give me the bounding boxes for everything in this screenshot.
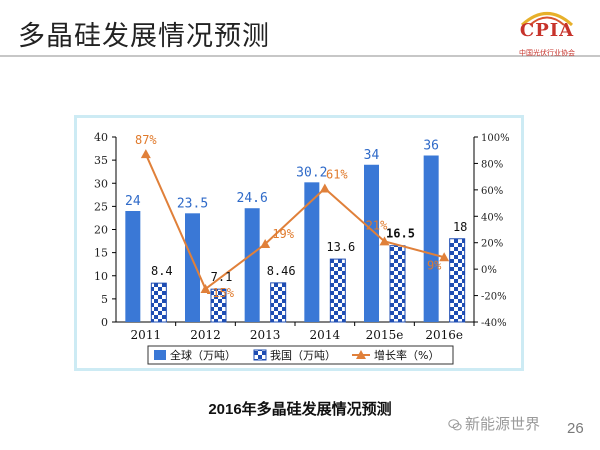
right-tick-label: 60%	[481, 186, 503, 197]
bar-china-label: 16.5	[386, 227, 415, 241]
bar-china-label: 8.46	[267, 264, 296, 278]
right-tick-label: -40%	[481, 318, 507, 329]
bar-global-label: 24	[125, 194, 141, 209]
left-tick-label: 40	[94, 131, 108, 144]
left-tick-label: 30	[94, 177, 108, 190]
right-tick-label: 0%	[481, 265, 497, 276]
bar-china	[449, 238, 466, 323]
bar-china-label: 8.4	[151, 264, 173, 278]
logo-subtitle: 中国光伏行业协会	[519, 50, 575, 57]
bar-china	[389, 245, 406, 323]
growth-rate-point	[379, 236, 390, 246]
growth-rate-label: -15%	[205, 286, 235, 300]
wechat-icon	[448, 419, 462, 431]
bar-china	[329, 258, 346, 323]
growth-rate-label: 9%	[427, 258, 442, 272]
left-tick-label: 25	[94, 200, 108, 213]
left-tick-label: 20	[94, 224, 108, 237]
growth-rate-label: 19%	[272, 227, 294, 241]
left-tick-label: 35	[94, 154, 108, 167]
growth-rate-point	[439, 252, 450, 262]
right-tick-label: 100%	[481, 133, 510, 144]
legend-swatch-global	[154, 350, 166, 360]
bar-global	[185, 213, 200, 322]
growth-rate-label: 21%	[366, 218, 388, 232]
sun-arc-icon	[520, 12, 574, 26]
growth-rate-line	[144, 153, 445, 291]
cpia-logo: CPIA 中国光伏行业协会	[500, 6, 594, 62]
left-tick-label: 0	[101, 316, 108, 329]
bar-global	[244, 208, 260, 322]
bar-global-label: 30.2	[296, 165, 327, 180]
slide-title: 多晶硅发展情况预测	[18, 21, 270, 51]
bar-global	[423, 155, 439, 322]
right-tick-label: 40%	[481, 212, 503, 223]
bar-global	[364, 164, 379, 322]
title-divider	[0, 55, 600, 57]
chart-caption: 2016年多晶硅发展情况预测	[208, 401, 392, 418]
bar-china-label: 18	[453, 220, 467, 234]
bar-china	[210, 288, 227, 323]
bar-china	[150, 282, 167, 323]
growth-rate-point	[319, 183, 330, 193]
x-tick-label: 2016e	[425, 328, 463, 342]
bar-global	[304, 182, 320, 322]
legend-swatch-china	[253, 349, 267, 361]
x-tick-label: 2013	[250, 328, 281, 342]
legend-label-global: 全球（万吨）	[170, 348, 236, 362]
legend-marker-growth	[356, 350, 366, 359]
growth-rate-point	[140, 149, 151, 159]
bar-global-label: 23.5	[177, 196, 208, 211]
watermark-text: 新能源世界	[465, 416, 541, 433]
page-number: 26	[567, 420, 584, 437]
growth-rate-label: 61%	[326, 168, 348, 182]
growth-rate-point	[260, 239, 271, 249]
x-tick-label: 2012	[190, 328, 221, 342]
legend-box	[147, 345, 454, 365]
bar-global-label: 34	[364, 148, 380, 163]
x-tick-label: 2011	[131, 328, 162, 342]
growth-rate-label: 87%	[135, 133, 157, 147]
x-tick-label: 2015e	[366, 328, 404, 342]
bar-china	[270, 282, 287, 323]
chart-frame: 0 5 10 15 20 25 30 35 40 -40% -20% 0% 20% 40% 60% 80% 10…	[74, 115, 524, 371]
legend-label-china: 我国（万吨）	[270, 349, 336, 362]
bar-china-label: 7.1	[211, 270, 233, 284]
right-tick-label: -20%	[481, 292, 507, 303]
left-tick-label: 10	[94, 270, 108, 283]
bar-global-label: 36	[423, 139, 439, 154]
watermark: 新能源世界	[448, 413, 540, 434]
left-tick-label: 15	[94, 247, 108, 260]
polysilicon-chart: 0 5 10 15 20 25 30 35 40 -40% -20% 0% 20% 40% 60% 80% 10…	[74, 115, 524, 371]
bar-global	[125, 211, 141, 322]
bar-global-label: 24.6	[237, 191, 268, 206]
logo-text: CPIA	[519, 20, 575, 41]
growth-rate-point	[200, 283, 211, 293]
legend-label-growth: 增长率（%）	[374, 348, 439, 362]
left-tick-label: 5	[101, 293, 108, 306]
right-tick-label: 20%	[481, 239, 503, 250]
right-tick-label: 80%	[481, 159, 503, 170]
bar-china-label: 13.6	[326, 240, 355, 254]
x-tick-label: 2014	[310, 328, 341, 342]
